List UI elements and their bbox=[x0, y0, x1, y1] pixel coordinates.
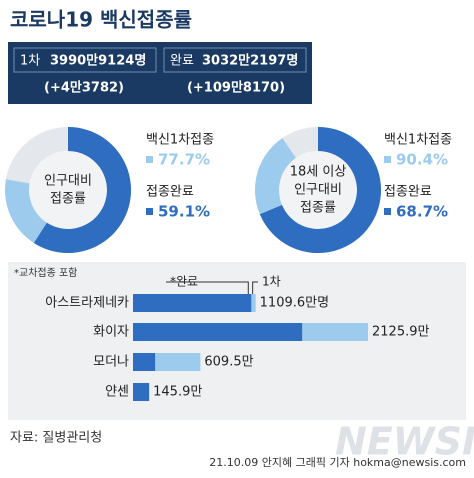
title: 코로나19 백신접종률 bbox=[10, 8, 192, 32]
summary-change: (+109만8170) bbox=[187, 80, 285, 96]
value-label: 68.7% bbox=[396, 203, 448, 221]
legend-label: 1차 bbox=[262, 275, 281, 289]
bar bbox=[133, 353, 156, 371]
category-label: 얀센 bbox=[105, 385, 129, 400]
credit: 21.10.09 안지혜 그래픽 기자 hokma@newsis.com bbox=[209, 456, 466, 469]
source: 자료: 질병관리청 bbox=[10, 431, 102, 446]
note: *교차접종 포함 bbox=[14, 267, 77, 279]
legend-leader bbox=[166, 281, 249, 294]
summary-label: 완료 bbox=[170, 54, 194, 69]
category-label: 아스트라제네카 bbox=[45, 296, 129, 311]
summary-label: 1차 bbox=[20, 54, 40, 69]
value-label: 609.5만 bbox=[204, 355, 253, 370]
donut-center-label: 접종률 bbox=[300, 201, 336, 216]
category-label: 모더나 bbox=[93, 355, 129, 370]
legend-swatch bbox=[146, 208, 153, 215]
bar bbox=[133, 383, 150, 401]
bar bbox=[133, 323, 303, 341]
legend-swatch bbox=[384, 208, 391, 215]
bar bbox=[133, 294, 252, 312]
legend-label: 백신1차접종 bbox=[146, 133, 214, 148]
summary-frame bbox=[13, 47, 157, 73]
summary-total: 3990만9124명 bbox=[50, 53, 146, 69]
legend-leader bbox=[252, 281, 258, 294]
donut-center-label: 18세 이상 bbox=[290, 165, 347, 180]
value-label: 90.4% bbox=[396, 151, 448, 169]
summary-change: (+4만3782) bbox=[44, 80, 124, 96]
donut-hole bbox=[29, 151, 107, 229]
value-label: 59.1% bbox=[158, 203, 210, 221]
category-label: 화이자 bbox=[93, 325, 129, 340]
value-label: 1109.6만명 bbox=[260, 296, 329, 311]
legend-swatch bbox=[384, 156, 391, 163]
summary-total: 3032만2197명 bbox=[202, 53, 298, 69]
donut-arc bbox=[259, 127, 381, 254]
legend-label: 접종완료 bbox=[384, 185, 432, 200]
legend-swatch bbox=[146, 156, 153, 163]
donut-center-label: 인구대비 bbox=[44, 174, 92, 189]
value-label: 2125.9만 bbox=[372, 325, 429, 340]
legend-label: 백신1차접종 bbox=[384, 133, 452, 148]
donut-center-label: 접종률 bbox=[50, 192, 86, 207]
summary-box bbox=[8, 42, 312, 104]
value-label: 145.9만 bbox=[153, 385, 202, 400]
donut-center-label: 인구대비 bbox=[294, 183, 342, 198]
donut-hole bbox=[279, 151, 357, 229]
watermark: NEWSIS bbox=[335, 420, 474, 464]
donut-arc bbox=[33, 127, 132, 254]
summary-frame bbox=[163, 47, 307, 73]
value-label: 77.7% bbox=[158, 151, 210, 169]
legend-label: 접종완료 bbox=[146, 185, 194, 200]
